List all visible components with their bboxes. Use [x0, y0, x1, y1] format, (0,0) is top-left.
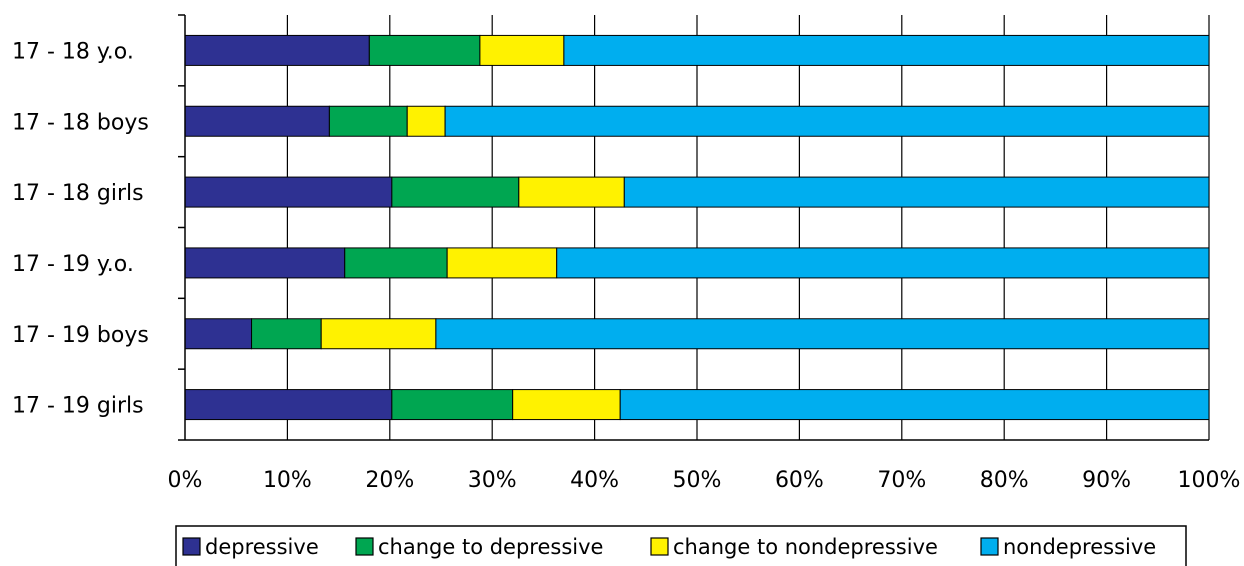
x-tick-labels: 0% 10% 20% 30% 40% 50% 60% 70% 80% 90% 100% — [168, 468, 1241, 493]
legend: depressive change to depressive change to … — [175, 525, 1187, 566]
bar-nondepressive — [623, 176, 1210, 208]
bar-change-to-depressive — [251, 318, 322, 350]
x-tick-label: 20% — [365, 468, 414, 493]
legend-swatch-change-to-depressive — [355, 537, 374, 556]
bar-change-to-depressive — [391, 176, 520, 208]
legend-label: nondepressive — [1003, 535, 1156, 559]
bar-nondepressive — [563, 34, 1210, 66]
legend-label: depressive — [205, 535, 319, 559]
legend-frame — [175, 525, 1187, 566]
bar-depressive — [184, 34, 370, 66]
x-tick-label: 0% — [168, 468, 203, 493]
bar-nondepressive — [435, 318, 1210, 350]
bar-depressive — [184, 318, 253, 350]
x-tick-label: 60% — [775, 468, 824, 493]
x-tick-label: 90% — [1082, 468, 1131, 493]
bar-nondepressive — [619, 389, 1210, 421]
legend-swatch-depressive — [182, 537, 201, 556]
bar-change-to-nondepressive — [406, 105, 446, 137]
grid — [286, 15, 1210, 440]
bar-depressive — [184, 389, 393, 421]
bar-change-to-depressive — [391, 389, 514, 421]
bar-depressive — [184, 247, 346, 279]
category-label: 17 - 19 boys — [12, 323, 149, 348]
x-tick-label: 80% — [980, 468, 1029, 493]
x-tick-label: 40% — [570, 468, 619, 493]
x-tick-label: 70% — [877, 468, 926, 493]
bar-change-to-nondepressive — [479, 34, 565, 66]
x-tick-label: 50% — [673, 468, 722, 493]
legend-swatch-change-to-nondepressive — [650, 537, 669, 556]
bar-change-to-nondepressive — [320, 318, 437, 350]
bars — [184, 34, 1210, 421]
bar-change-to-depressive — [344, 247, 448, 279]
legend-label: change to depressive — [378, 535, 603, 559]
bar-change-to-depressive — [328, 105, 408, 137]
category-label: 17 - 18 boys — [12, 110, 149, 135]
category-labels: 17 - 18 y.o. 17 - 18 boys 17 - 18 girls 17 … — [12, 39, 149, 418]
axes — [178, 14, 1209, 441]
bar-nondepressive — [444, 105, 1210, 137]
category-label: 17 - 19 y.o. — [12, 252, 134, 277]
bar-change-to-nondepressive — [512, 389, 621, 421]
bar-depressive — [184, 105, 330, 137]
x-tick-label: 10% — [263, 468, 312, 493]
bar-change-to-depressive — [368, 34, 481, 66]
x-tick-label: 100% — [1178, 468, 1241, 493]
category-label: 17 - 19 girls — [12, 394, 144, 419]
x-tick-label: 30% — [468, 468, 517, 493]
bar-change-to-nondepressive — [446, 247, 558, 279]
bar-change-to-nondepressive — [518, 176, 625, 208]
category-label: 17 - 18 girls — [12, 181, 144, 206]
category-label: 17 - 18 y.o. — [12, 39, 134, 64]
legend-label: change to nondepressive — [673, 535, 938, 559]
bar-nondepressive — [556, 247, 1210, 279]
legend-swatch-nondepressive — [980, 537, 999, 556]
bar-depressive — [184, 176, 393, 208]
